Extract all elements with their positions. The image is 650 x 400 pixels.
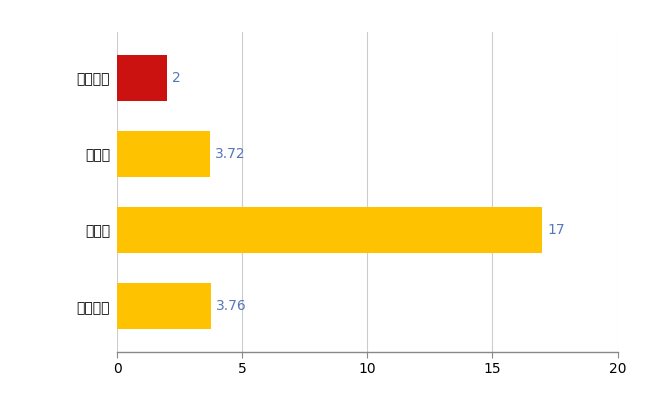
Bar <box>117 207 542 253</box>
Bar <box>117 55 167 100</box>
Text: 3.72: 3.72 <box>215 147 246 161</box>
Bar <box>117 284 211 329</box>
Text: 17: 17 <box>547 223 565 237</box>
Bar <box>117 131 210 177</box>
Text: 3.76: 3.76 <box>216 299 247 313</box>
Text: 2: 2 <box>172 71 181 85</box>
